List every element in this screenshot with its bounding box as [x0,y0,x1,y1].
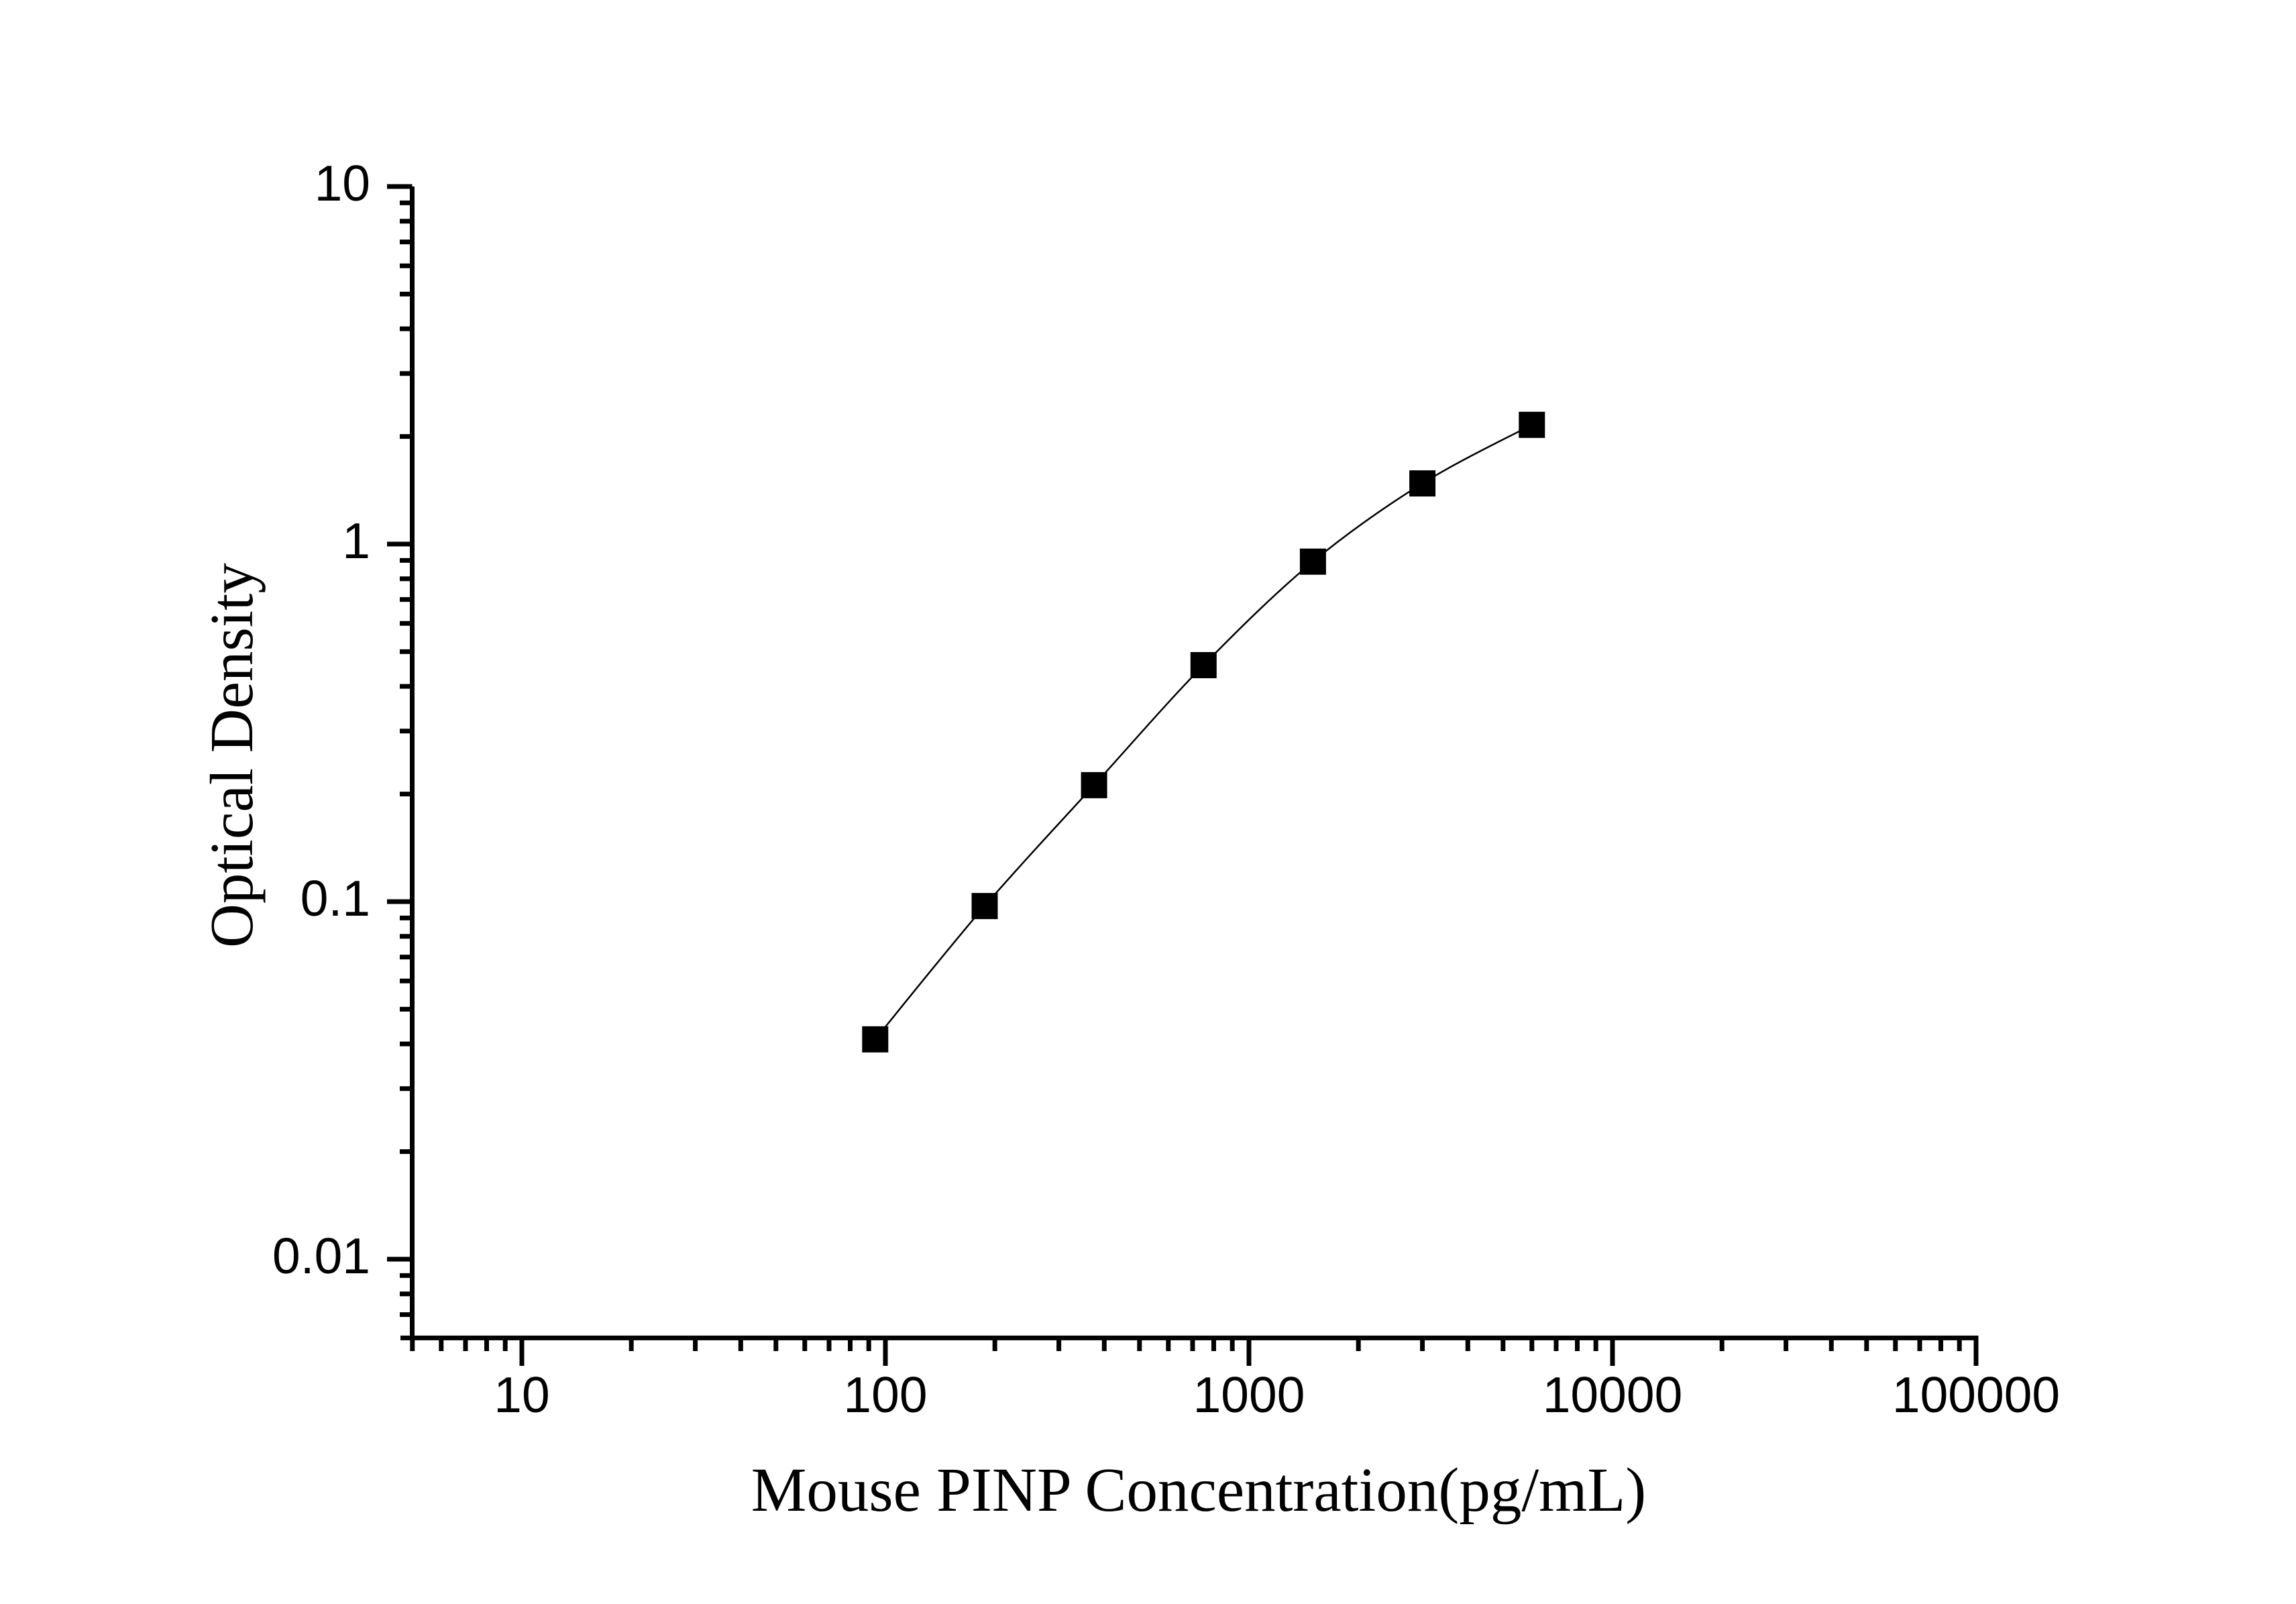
svg-text:0.1: 0.1 [300,870,370,926]
svg-text:0.01: 0.01 [272,1228,370,1284]
svg-text:Mouse PINP Concentration(pg/mL: Mouse PINP Concentration(pg/mL) [751,1456,1647,1525]
svg-text:100: 100 [843,1367,927,1423]
svg-text:1000: 1000 [1193,1367,1305,1423]
svg-text:10000: 10000 [1543,1367,1683,1423]
svg-text:Optical Density: Optical Density [198,563,266,948]
svg-text:1: 1 [342,513,370,569]
svg-text:100000: 100000 [1892,1367,2060,1423]
svg-text:10: 10 [315,155,370,211]
svg-text:10: 10 [494,1367,549,1423]
